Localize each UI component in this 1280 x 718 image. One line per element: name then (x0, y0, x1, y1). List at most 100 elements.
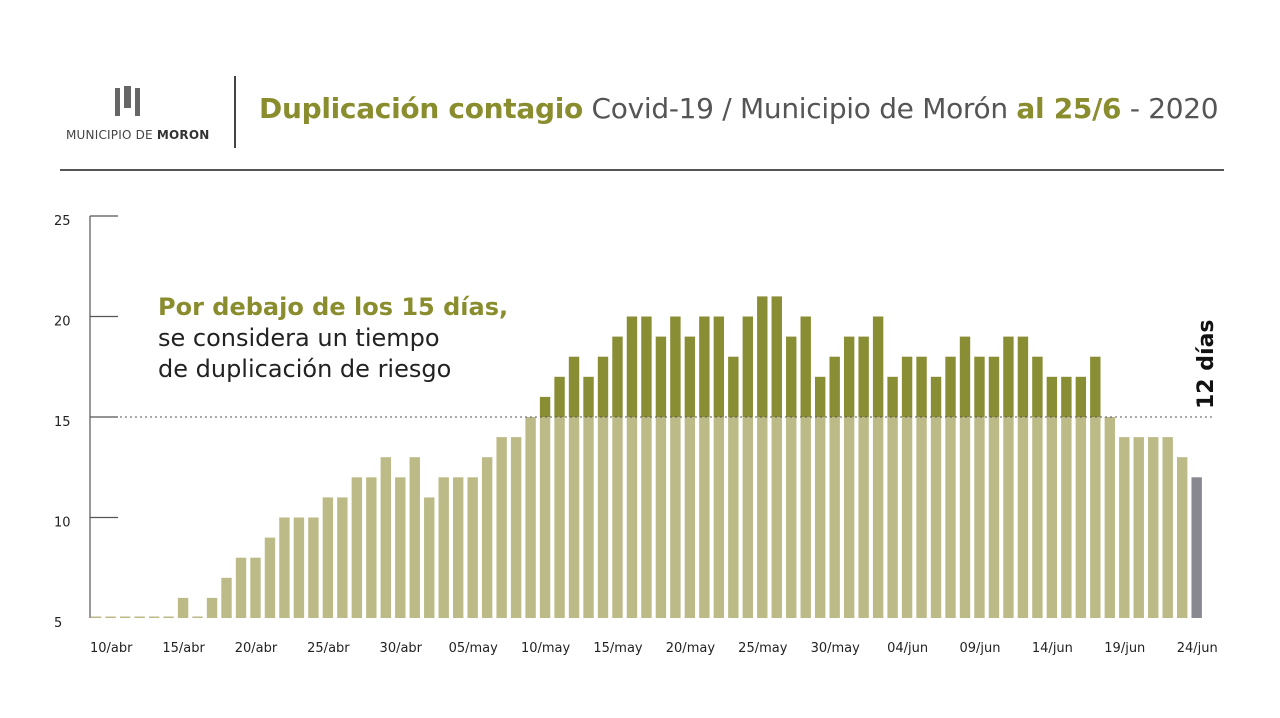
bar (380, 457, 391, 618)
bar-above-threshold (945, 356, 956, 417)
bar (1003, 417, 1014, 618)
bar (742, 417, 753, 618)
bar (496, 437, 507, 618)
bar-above-threshold (916, 356, 927, 417)
logo-bold: MORON (156, 128, 210, 142)
bar-above-threshold (1046, 376, 1058, 417)
bar (293, 517, 305, 618)
title-segment-2: Covid-19 / Municipio de Morón (582, 92, 1017, 125)
bar-above-threshold (887, 376, 898, 417)
x-tick-label: 10/abr (90, 641, 133, 656)
bar-above-threshold (901, 356, 913, 417)
bar (322, 497, 334, 618)
last-value-label: 12 días (1194, 319, 1219, 409)
bar (930, 417, 942, 618)
bar (148, 616, 160, 618)
bar (525, 417, 536, 618)
bar-above-threshold (771, 296, 782, 417)
bar-above-threshold (742, 316, 753, 417)
bar (1162, 437, 1173, 618)
x-tick-label: 14/jun (1032, 641, 1073, 656)
bar (1075, 417, 1087, 618)
x-tick-label: 04/jun (887, 641, 928, 656)
bar (1061, 417, 1072, 618)
bar (786, 417, 797, 618)
bar (206, 597, 218, 618)
y-tick-label: 25 (54, 214, 71, 229)
x-tick-label: 20/may (666, 641, 716, 656)
bar (757, 417, 768, 618)
bar (395, 477, 406, 618)
bar (872, 417, 884, 618)
bar-above-threshold (1075, 376, 1087, 417)
bar (626, 417, 638, 618)
x-tick-label: 15/may (593, 641, 643, 656)
bar (815, 417, 826, 618)
bar (539, 417, 551, 618)
bar (843, 417, 855, 618)
bar-above-threshold (988, 356, 1000, 417)
bar (887, 417, 898, 618)
bar (119, 616, 131, 618)
bar (583, 417, 594, 618)
bar-above-threshold (829, 356, 840, 417)
bar (655, 417, 667, 618)
bar-above-threshold (699, 316, 710, 417)
title-highlight-1: Duplicación contagio (259, 92, 583, 125)
bar (510, 437, 522, 618)
bar (134, 616, 145, 618)
municipio-logo-icon (115, 86, 140, 116)
bar (192, 616, 203, 618)
header-divider (234, 76, 236, 148)
bar-above-threshold (930, 376, 942, 417)
bar-above-threshold (959, 336, 971, 417)
bar (858, 417, 869, 618)
bar-last (1191, 477, 1202, 618)
bar-above-threshold (1003, 336, 1014, 417)
bar (1032, 417, 1043, 618)
bar-above-threshold (539, 396, 551, 417)
bar (409, 457, 420, 618)
x-tick-label: 10/may (521, 641, 571, 656)
risk-annotation: Por debajo de los 15 días, se considera … (158, 292, 508, 385)
bar (800, 417, 811, 618)
bar-above-threshold (800, 316, 811, 417)
bar (235, 557, 247, 618)
bar-above-threshold (1017, 336, 1029, 417)
bar (945, 417, 956, 618)
bar (91, 616, 102, 618)
y-tick-label: 15 (54, 415, 71, 430)
bar-above-threshold (626, 316, 638, 417)
bar (308, 517, 319, 618)
bar (1148, 437, 1159, 618)
bar (453, 477, 464, 618)
bar (1090, 417, 1101, 618)
bar-above-threshold (597, 356, 609, 417)
bar (959, 417, 971, 618)
bar (713, 417, 725, 618)
x-tick-label: 19/jun (1104, 641, 1145, 656)
bar (568, 417, 580, 618)
bar (467, 477, 478, 618)
x-tick-label: 25/may (738, 641, 788, 656)
bar (177, 597, 189, 618)
bar (988, 417, 1000, 618)
bar (1104, 417, 1115, 618)
x-tick-label: 09/jun (959, 641, 1000, 656)
bar (612, 417, 623, 618)
bar (279, 517, 290, 618)
bar (829, 417, 840, 618)
bar (670, 417, 681, 618)
bar-above-threshold (1032, 356, 1043, 417)
logo-text: MUNICIPIO DE MORON (66, 128, 209, 142)
bar (337, 497, 348, 618)
annotation-line-3: de duplicación de riesgo (158, 355, 452, 383)
bar-above-threshold (815, 376, 826, 417)
bar (597, 417, 609, 618)
bar-above-threshold (554, 376, 565, 417)
title-highlight-3: al 25/6 (1016, 92, 1122, 125)
bar (1133, 437, 1144, 618)
bar (1046, 417, 1058, 618)
bar-above-threshold (655, 336, 667, 417)
